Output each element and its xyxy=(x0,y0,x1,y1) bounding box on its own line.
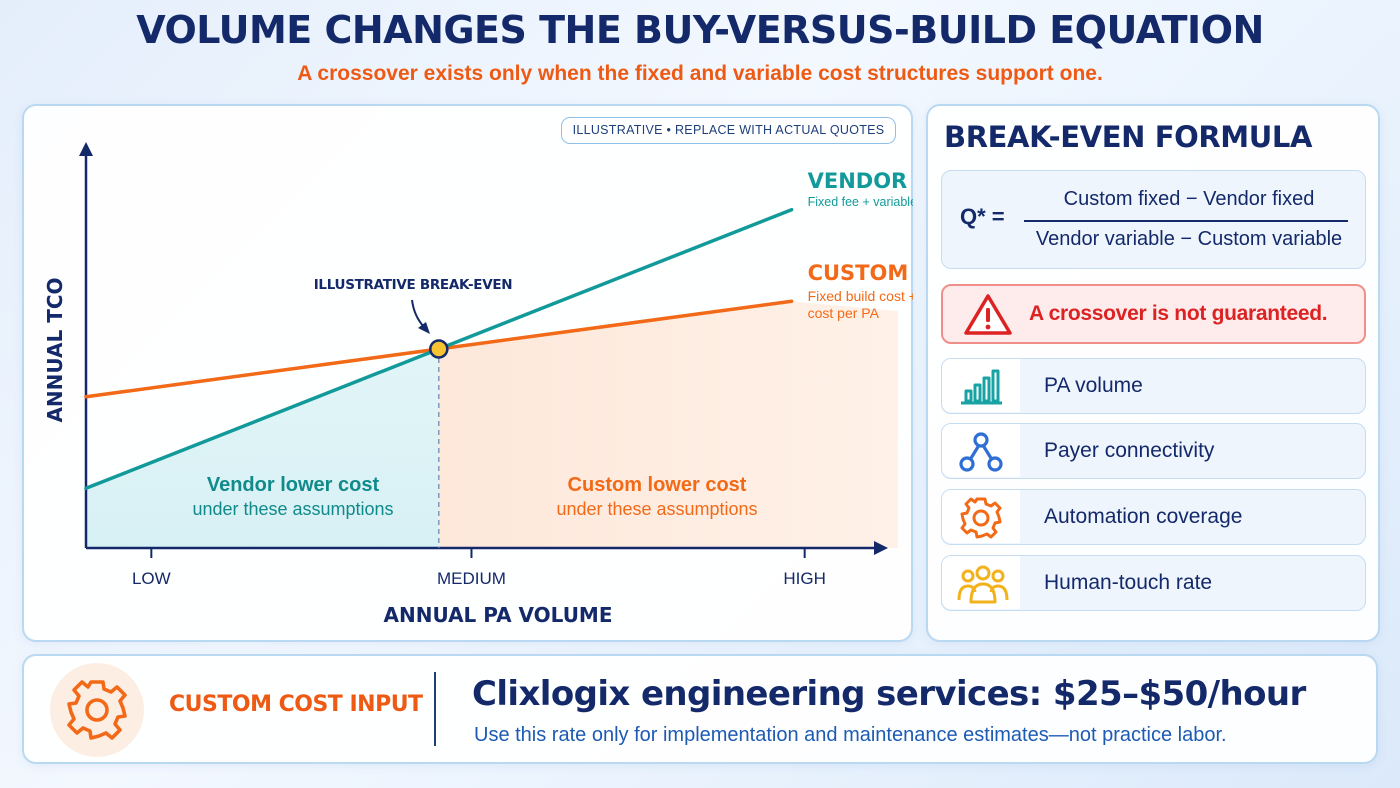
formula-q-label: Q* = xyxy=(960,204,1005,229)
vendor-series-description: Fixed fee + variable cost per PA xyxy=(808,195,913,209)
factor-label: Automation coverage xyxy=(1044,505,1243,528)
people-icon xyxy=(957,565,1009,604)
factor-payer-connectivity: Payer connectivity xyxy=(941,423,1366,479)
break-even-marker xyxy=(429,339,449,359)
x-tick-label: LOW xyxy=(132,569,171,588)
x-axis-title: ANNUAL PA VOLUME xyxy=(384,603,613,627)
factor-label: Human-touch rate xyxy=(1044,571,1213,594)
factor-automation-coverage: Automation coverage xyxy=(941,489,1366,545)
custom-cost-label: CUSTOM COST INPUT xyxy=(169,692,423,717)
gear-icon-badge xyxy=(50,663,144,757)
x-tick-label: MEDIUM xyxy=(437,569,506,588)
custom-series-name: CUSTOM xyxy=(808,261,909,285)
break-even-label: ILLUSTRATIVE BREAK-EVEN xyxy=(314,277,513,293)
illustrative-badge: ILLUSTRATIVE • REPLACE WITH ACTUAL QUOTE… xyxy=(561,117,896,144)
formula-box: Q* = Custom fixed − Vendor fixed Vendor … xyxy=(941,170,1366,269)
vendor-series-name: VENDOR xyxy=(808,169,908,193)
divider xyxy=(434,672,436,746)
warning-triangle-icon xyxy=(964,294,1012,335)
x-tick-label: HIGH xyxy=(783,569,826,588)
fraction-line xyxy=(1024,220,1348,222)
custom-series-description: Fixed build cost + variable xyxy=(808,288,913,304)
gear-icon xyxy=(67,680,127,740)
custom-lower-region xyxy=(438,301,898,548)
custom-series-description: cost per PA xyxy=(808,305,880,321)
x-axis-arrow xyxy=(874,541,888,555)
vendor-region-note: under these assumptions xyxy=(192,499,393,519)
warning-text: A crossover is not guaranteed. xyxy=(1029,302,1328,325)
custom-region-note: under these assumptions xyxy=(556,499,757,519)
services-note: Use this rate only for implementation an… xyxy=(474,724,1227,746)
factor-human-touch-rate: Human-touch rate xyxy=(941,555,1366,611)
break-even-arrowhead xyxy=(418,322,430,334)
y-axis-arrow xyxy=(79,142,93,156)
factor-label: PA volume xyxy=(1044,374,1143,397)
network-icon xyxy=(959,432,1003,472)
formula-title: BREAK-EVEN FORMULA xyxy=(944,120,1313,154)
factor-label: Payer connectivity xyxy=(1044,439,1215,462)
vendor-lower-region xyxy=(86,349,439,548)
formula-numerator: Custom fixed − Vendor fixed xyxy=(1063,188,1315,210)
bar-chart-icon xyxy=(961,369,1002,405)
y-axis-title: ANNUAL TCO xyxy=(43,277,67,422)
factor-pa-volume: PA volume xyxy=(941,358,1366,414)
formula-denominator: Vendor variable − Custom variable xyxy=(1035,228,1343,250)
page-subtitle: A crossover exists only when the fixed a… xyxy=(297,62,1103,85)
warning-box: A crossover is not guaranteed. xyxy=(941,284,1366,344)
custom-region-title: Custom lower cost xyxy=(568,474,747,496)
services-headline: Clixlogix engineering services: $25–$50/… xyxy=(472,674,1306,714)
gear-icon xyxy=(960,497,1002,539)
page-title: VOLUME CHANGES THE BUY-VERSUS-BUILD EQUA… xyxy=(136,8,1264,52)
vendor-region-title: Vendor lower cost xyxy=(207,474,380,496)
custom-cost-panel xyxy=(22,654,1378,764)
break-even-arrow xyxy=(411,299,425,328)
